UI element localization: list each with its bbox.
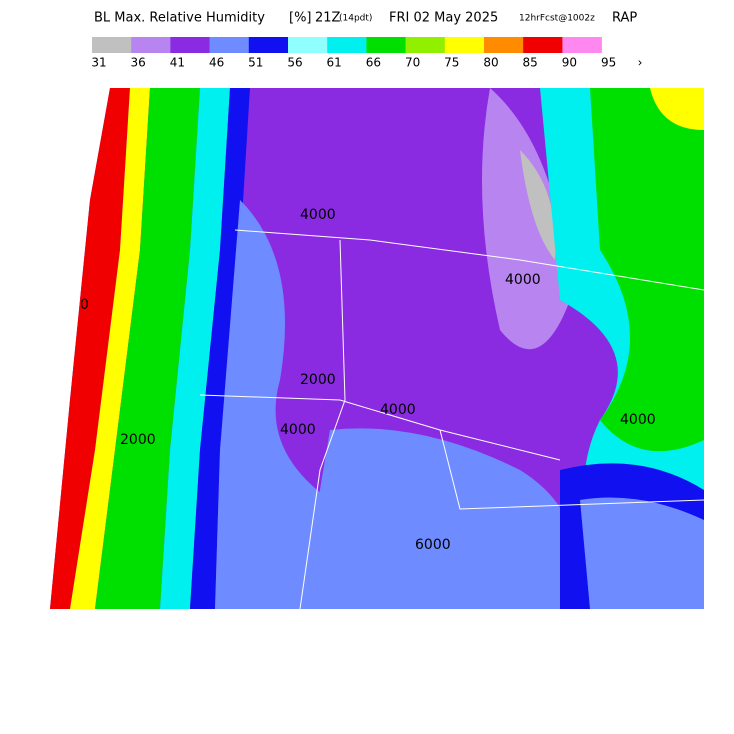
date: FRI 02 May 2025	[389, 11, 498, 26]
legend-swatch	[523, 37, 563, 53]
contour-label: 4000	[300, 207, 336, 223]
time: 21Z	[315, 11, 341, 26]
title: BL Max. Relative Humidity	[94, 11, 265, 26]
coast-band	[95, 88, 200, 609]
legend-swatch	[366, 37, 406, 53]
legend-label: 95	[601, 56, 616, 70]
legend-label: 75	[444, 56, 459, 70]
legend-label: 31	[91, 56, 106, 70]
contour-label: 6000	[415, 537, 451, 553]
local-time: (14pdt)	[339, 14, 372, 24]
region	[580, 497, 704, 609]
legend: 31 36 41 46 51 56 61 66 70 75 80 85 90 95 ›	[91, 37, 642, 70]
legend-swatch	[170, 37, 210, 53]
coast-band	[190, 88, 250, 609]
legend-label: 56	[287, 56, 302, 70]
legend-label: 41	[170, 56, 185, 70]
map: 4000 4000 2000 4000 4000 6000 4000 2000 …	[30, 88, 704, 609]
model: RAP	[612, 11, 637, 26]
legend-swatch	[327, 37, 367, 53]
contour-label: 0	[80, 297, 89, 313]
coast-band	[160, 88, 230, 609]
contour-label: 4000	[620, 412, 656, 428]
legend-swatch	[248, 37, 289, 53]
legend-label: 70	[405, 56, 420, 70]
coast-band	[50, 88, 130, 609]
legend-swatch	[92, 37, 132, 53]
legend-label: 46	[209, 56, 224, 70]
legend-swatch	[444, 37, 485, 53]
legend-swatch	[288, 37, 328, 53]
legend-swatch	[405, 37, 446, 53]
legend-label: 66	[366, 56, 381, 70]
legend-swatch	[131, 37, 171, 53]
forecast: 12hrFcst@1002z	[519, 14, 595, 24]
legend-label: 36	[131, 56, 146, 70]
units: [%]	[289, 11, 312, 26]
legend-swatch	[209, 37, 250, 53]
legend-label: 80	[483, 56, 498, 70]
region	[520, 150, 556, 260]
legend-swatch	[484, 37, 524, 53]
contour-label: 4000	[380, 402, 416, 418]
legend-swatch	[562, 37, 602, 53]
region	[650, 88, 704, 130]
contour-label: 2000	[120, 432, 156, 448]
region	[590, 88, 704, 452]
legend-label: 90	[562, 56, 577, 70]
contour-label: 2000	[300, 372, 336, 388]
borders	[199, 229, 704, 609]
legend-label: 51	[248, 56, 263, 70]
ocean	[30, 88, 110, 609]
region	[482, 88, 570, 350]
contour-label: 4000	[505, 272, 541, 288]
legend-more: ›	[638, 56, 643, 70]
coast-band	[70, 88, 150, 609]
contour-label: 4000	[280, 422, 316, 438]
legend-label: 85	[523, 56, 538, 70]
region	[300, 428, 574, 609]
legend-label: 61	[327, 56, 342, 70]
region	[215, 200, 330, 609]
